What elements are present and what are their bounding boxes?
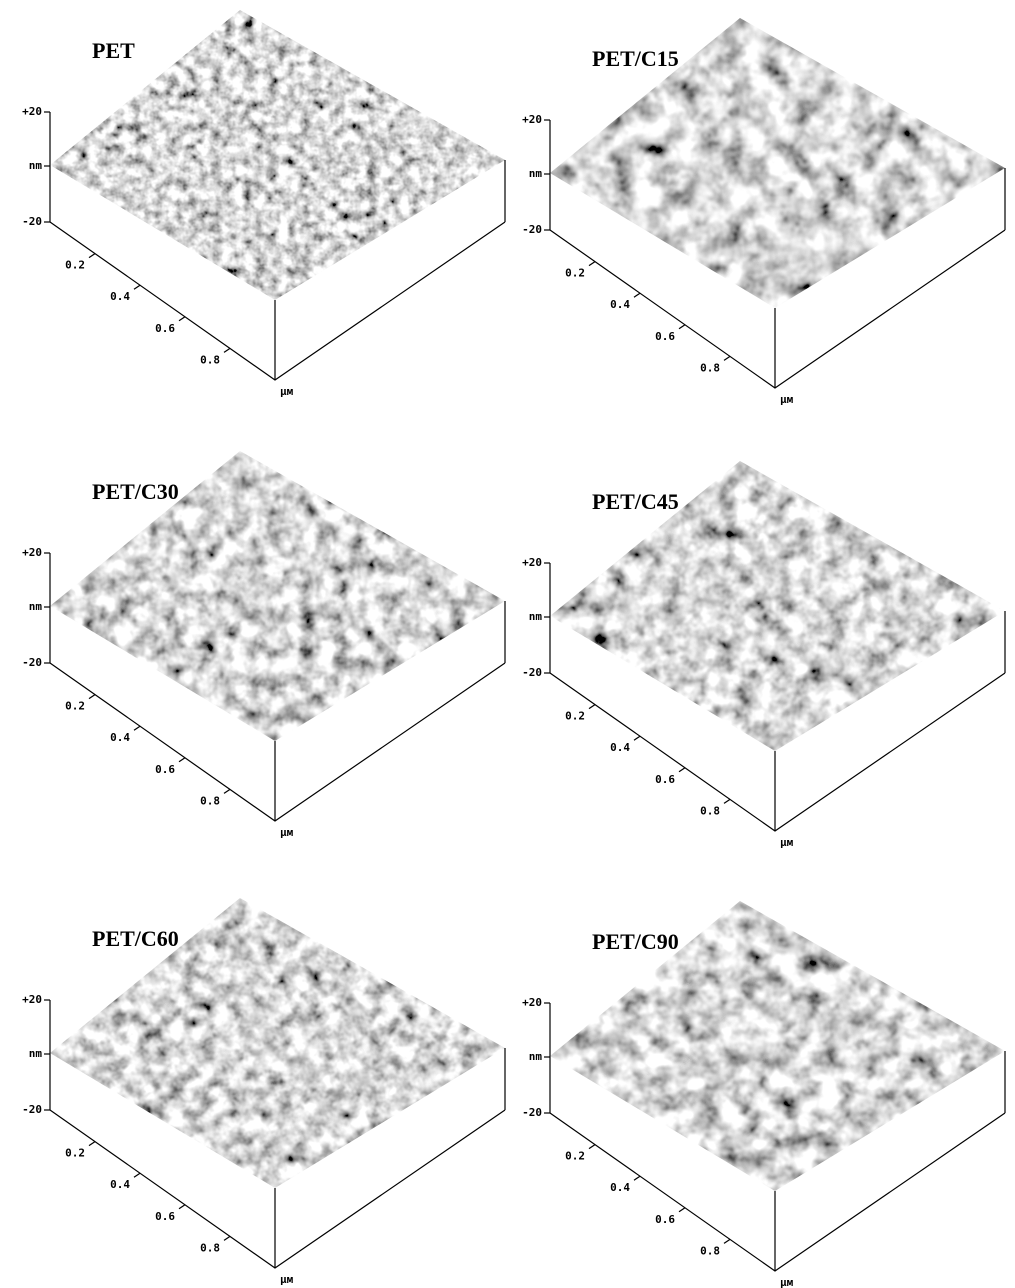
panel-title: PET/C90 — [592, 929, 679, 954]
x-tick — [724, 799, 730, 803]
afm-panel: +20 nm -20 0.2 0.4 0.6 0.8 μм PET/C15 — [522, 8, 1015, 406]
x-tick-label: 0.8 — [700, 804, 720, 817]
figure: +20 nm -20 0.2 0.4 0.6 0.8 μм PET +20 nm -20 0.2 0.4 0… — [0, 0, 1015, 1288]
x-tick — [224, 789, 230, 793]
x-tick-label: 0.2 — [565, 1150, 585, 1163]
z-tick-label: +20 — [22, 993, 42, 1006]
x-tick-label: 0.4 — [110, 290, 130, 303]
z-tick-label: +20 — [22, 105, 42, 118]
x-tick-label: 0.2 — [65, 700, 85, 713]
x-tick-label: 0.8 — [200, 794, 220, 807]
x-tick — [134, 726, 140, 730]
x-tick — [179, 317, 185, 321]
z-tick-label: -20 — [522, 223, 542, 236]
x-tick — [179, 758, 185, 762]
x-tick-label: 0.8 — [700, 361, 720, 374]
x-tick-label: 0.8 — [700, 1244, 720, 1257]
panel-title: PET/C30 — [92, 479, 179, 504]
x-tick — [589, 262, 595, 266]
unit-label: μм — [280, 826, 294, 839]
x-tick — [724, 356, 730, 360]
afm-panel: +20 nm -20 0.2 0.4 0.6 0.8 μм PET/C60 — [22, 888, 515, 1286]
x-tick-label: 0.8 — [200, 1241, 220, 1254]
x-tick — [224, 348, 230, 352]
x-tick-label: 0.6 — [155, 763, 175, 776]
z-tick-label: +20 — [522, 996, 542, 1009]
x-tick-label: 0.6 — [655, 1213, 675, 1226]
z-tick-label: +20 — [22, 546, 42, 559]
z-tick-label: nm — [529, 1050, 543, 1063]
x-tick — [89, 695, 95, 699]
x-tick — [634, 293, 640, 297]
panel-title: PET/C45 — [592, 489, 679, 514]
afm-panel: +20 nm -20 0.2 0.4 0.6 0.8 μм PET — [22, 0, 515, 398]
x-tick — [589, 1145, 595, 1149]
z-tick-label: nm — [29, 1047, 43, 1060]
afm-panel: +20 nm -20 0.2 0.4 0.6 0.8 μм PET/C30 — [22, 441, 515, 839]
panel-title: PET/C60 — [92, 926, 179, 951]
z-tick-label: nm — [529, 167, 543, 180]
x-tick — [134, 285, 140, 289]
x-tick-label: 0.6 — [655, 330, 675, 343]
x-tick-label: 0.4 — [610, 741, 630, 754]
x-tick — [679, 325, 685, 329]
panel-title: PET — [92, 38, 135, 63]
z-tick-label: -20 — [22, 656, 42, 669]
panel-title: PET/C15 — [592, 46, 679, 71]
afm-panel: +20 nm -20 0.2 0.4 0.6 0.8 μм PET/C45 — [522, 451, 1015, 849]
z-tick-label: nm — [29, 159, 43, 172]
x-tick-label: 0.2 — [65, 1147, 85, 1160]
x-tick-label: 0.2 — [65, 259, 85, 272]
z-tick-label: nm — [29, 600, 43, 613]
x-tick — [679, 1208, 685, 1212]
z-tick-label: -20 — [522, 666, 542, 679]
x-tick-label: 0.2 — [565, 710, 585, 723]
x-tick — [224, 1236, 230, 1240]
x-tick — [724, 1239, 730, 1243]
unit-label: μм — [780, 393, 794, 406]
unit-label: μм — [280, 385, 294, 398]
x-tick — [589, 705, 595, 709]
x-tick-label: 0.8 — [200, 353, 220, 366]
x-tick-label: 0.4 — [610, 298, 630, 311]
x-tick-label: 0.4 — [110, 731, 130, 744]
unit-label: μм — [780, 1276, 794, 1288]
x-tick-label: 0.2 — [565, 267, 585, 280]
z-tick-label: -20 — [22, 1103, 42, 1116]
x-tick — [134, 1173, 140, 1177]
x-tick-label: 0.6 — [155, 322, 175, 335]
x-tick — [89, 254, 95, 258]
z-tick-label: +20 — [522, 556, 542, 569]
z-tick-label: nm — [529, 610, 543, 623]
x-tick — [634, 736, 640, 740]
x-tick-label: 0.4 — [110, 1178, 130, 1191]
x-tick-label: 0.6 — [655, 773, 675, 786]
unit-label: μм — [280, 1273, 294, 1286]
x-tick — [89, 1142, 95, 1146]
x-tick — [179, 1205, 185, 1209]
afm-panel: +20 nm -20 0.2 0.4 0.6 0.8 μм PET/C90 — [522, 891, 1015, 1288]
x-tick-label: 0.4 — [610, 1181, 630, 1194]
z-tick-label: +20 — [522, 113, 542, 126]
x-tick-label: 0.6 — [155, 1210, 175, 1223]
unit-label: μм — [780, 836, 794, 849]
x-tick — [634, 1176, 640, 1180]
z-tick-label: -20 — [522, 1106, 542, 1119]
z-tick-label: -20 — [22, 215, 42, 228]
x-tick — [679, 768, 685, 772]
